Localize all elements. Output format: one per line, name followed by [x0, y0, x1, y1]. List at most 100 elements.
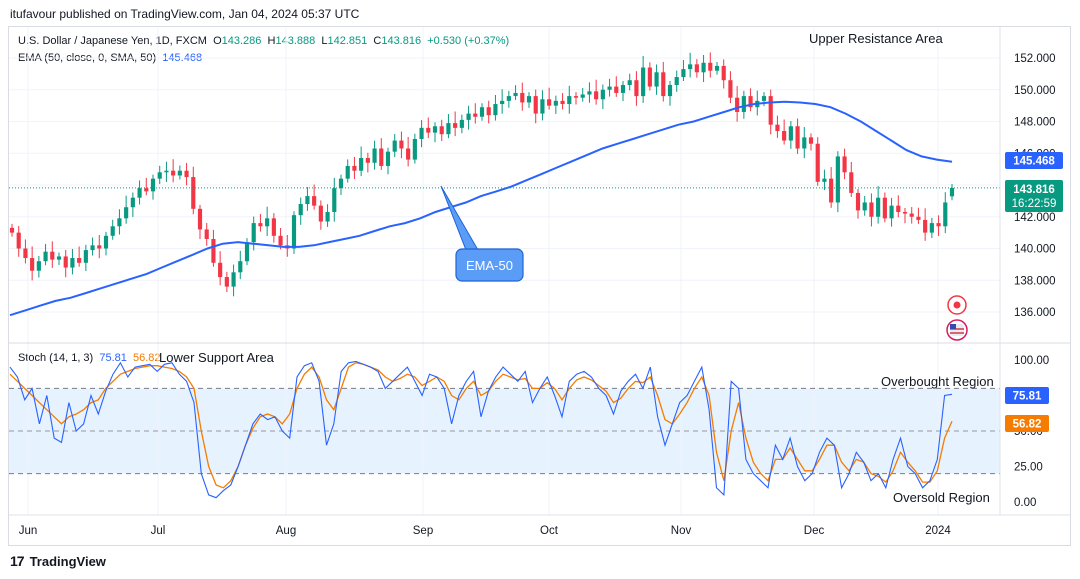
candle-body: [204, 229, 209, 239]
candle-body: [768, 96, 773, 125]
stoch-tick-label: 100.00: [1014, 355, 1049, 367]
candle-body: [708, 62, 713, 71]
candle-body: [9, 227, 15, 233]
price-tick-label: 152.000: [1014, 53, 1056, 65]
candle-body: [540, 99, 545, 114]
event-flag-icon[interactable]: [946, 319, 968, 341]
candle-body: [647, 67, 652, 87]
candle-body: [197, 208, 203, 230]
close-value: 143.816: [381, 35, 422, 47]
candle-body: [721, 65, 726, 81]
ema-callout[interactable]: EMA-50: [440, 185, 524, 282]
candle-body: [365, 158, 370, 163]
stoch-k-badge-text: 75.81: [1013, 391, 1042, 403]
candle-body: [520, 92, 525, 103]
candle-body: [842, 156, 847, 173]
open-value: 143.286: [221, 35, 262, 47]
time-tick-label: Dec: [804, 525, 825, 537]
candle-body: [171, 170, 176, 176]
candle-body: [231, 272, 236, 287]
stoch-d-badge: 56.82: [1005, 415, 1049, 432]
candle-body: [788, 126, 793, 141]
candle-body: [338, 178, 344, 189]
candles: [9, 52, 955, 297]
candle-body: [808, 137, 814, 144]
candle-body: [83, 250, 88, 263]
candle-body: [90, 245, 95, 251]
candle-body: [929, 223, 934, 233]
candle-body: [526, 96, 532, 103]
candle-body: [265, 218, 270, 227]
candle-body: [16, 232, 21, 249]
candle-body: [446, 123, 451, 135]
event-red-icon[interactable]: [947, 295, 967, 315]
candle-body: [667, 84, 673, 97]
price-tick-label: 150.000: [1014, 85, 1056, 97]
ema-price-badge: 145.468: [1005, 152, 1063, 169]
candle-body: [124, 207, 129, 219]
candle-body: [923, 219, 928, 233]
high-label: H: [267, 35, 276, 47]
time-tick-label: Aug: [276, 525, 296, 537]
candle-body: [312, 196, 317, 206]
candle-body: [735, 97, 740, 112]
close-label: C: [373, 35, 382, 47]
candle-body: [459, 119, 464, 128]
candle-body: [291, 215, 297, 249]
candle-body: [587, 91, 592, 95]
chart-frame[interactable]: [8, 26, 1071, 546]
candle-body: [882, 197, 887, 219]
candle-body: [426, 127, 431, 133]
candle-body: [627, 80, 632, 85]
candle-body: [278, 235, 283, 246]
candle-body: [332, 188, 337, 212]
candle-body: [688, 64, 693, 70]
candle-body: [63, 256, 68, 268]
candle-body: [238, 261, 243, 273]
symbol-name: U.S. Dollar / Japanese Yen, 1D, FXCM: [18, 35, 207, 47]
candle-body: [157, 172, 162, 179]
candle-body: [916, 216, 921, 220]
candle-body: [177, 170, 182, 176]
price-tick-label: 138.000: [1014, 275, 1056, 287]
candle-body: [392, 140, 397, 152]
candle-body: [385, 151, 391, 166]
price-tick-label: 136.000: [1014, 307, 1056, 319]
price-tick-label: 140.000: [1014, 244, 1056, 256]
candle-body: [795, 126, 800, 149]
open-label: O: [213, 35, 222, 47]
tradingview-logo-icon: 17: [10, 553, 25, 569]
candle-body: [244, 242, 250, 262]
stoch-k-value: 75.81: [99, 352, 127, 364]
candle-body: [869, 202, 874, 217]
candle-body: [835, 156, 840, 203]
oversold-label: Oversold Region: [893, 490, 990, 505]
candle-body: [949, 187, 955, 197]
candle-body: [681, 69, 686, 78]
candle-body: [573, 96, 579, 98]
close-badge-text: 143.816: [1013, 184, 1055, 196]
candle-body: [110, 226, 115, 236]
candle-body: [594, 91, 599, 100]
candle-body: [271, 218, 276, 236]
time-tick-label: Jul: [151, 525, 166, 537]
candle-body: [432, 126, 438, 133]
candle-body: [802, 137, 807, 149]
symbol-legend: U.S. Dollar / Japanese Yen, 1D, FXCM O14…: [18, 35, 509, 47]
candle-body: [258, 223, 263, 227]
candle-body: [775, 124, 780, 132]
candle-body: [560, 100, 565, 105]
candle-body: [694, 64, 699, 73]
candle-body: [77, 258, 82, 263]
time-tick-label: Sep: [413, 525, 433, 537]
candle-body: [728, 80, 733, 98]
candle-body: [473, 113, 478, 117]
overbought-label: Overbought Region: [881, 374, 994, 389]
time-axis[interactable]: Jun Jul Aug Sep Oct Nov Dec 2024: [19, 525, 952, 537]
upper-resistance-label: Upper Resistance Area: [809, 31, 943, 46]
candle-body: [406, 148, 411, 160]
footer: 17 TradingView: [10, 553, 106, 569]
candle-body: [641, 67, 646, 97]
candle-body: [251, 223, 256, 243]
